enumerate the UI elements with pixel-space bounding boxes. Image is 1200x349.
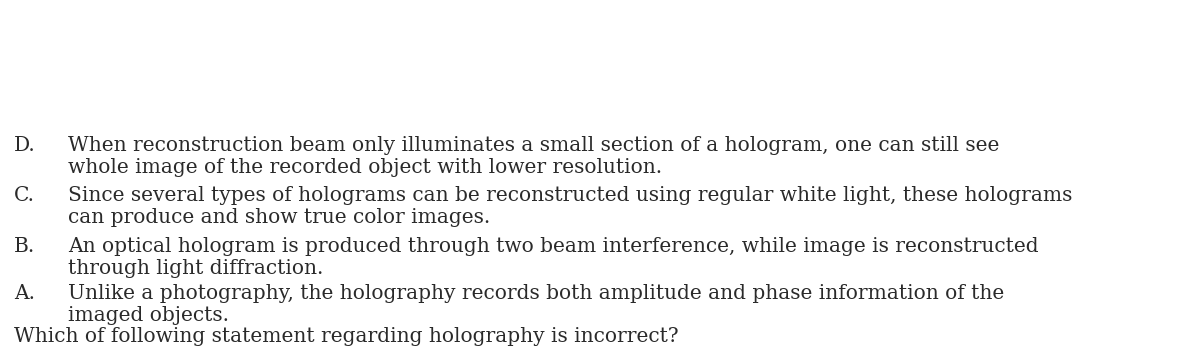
Text: C.: C. — [14, 186, 35, 205]
Text: Unlike a photography, the holography records both amplitude and phase informatio: Unlike a photography, the holography rec… — [68, 284, 1004, 303]
Text: B.: B. — [14, 237, 35, 256]
Text: A.: A. — [14, 284, 35, 303]
Text: whole image of the recorded object with lower resolution.: whole image of the recorded object with … — [68, 158, 662, 177]
Text: Which of following statement regarding holography is incorrect?: Which of following statement regarding h… — [14, 327, 679, 346]
Text: D.: D. — [14, 136, 36, 155]
Text: through light diffraction.: through light diffraction. — [68, 259, 323, 278]
Text: When reconstruction beam only illuminates a small section of a hologram, one can: When reconstruction beam only illuminate… — [68, 136, 1000, 155]
Text: An optical hologram is produced through two beam interference, while image is re: An optical hologram is produced through … — [68, 237, 1039, 256]
Text: imaged objects.: imaged objects. — [68, 306, 229, 325]
Text: Since several types of holograms can be reconstructed using regular white light,: Since several types of holograms can be … — [68, 186, 1073, 205]
Text: can produce and show true color images.: can produce and show true color images. — [68, 208, 491, 227]
